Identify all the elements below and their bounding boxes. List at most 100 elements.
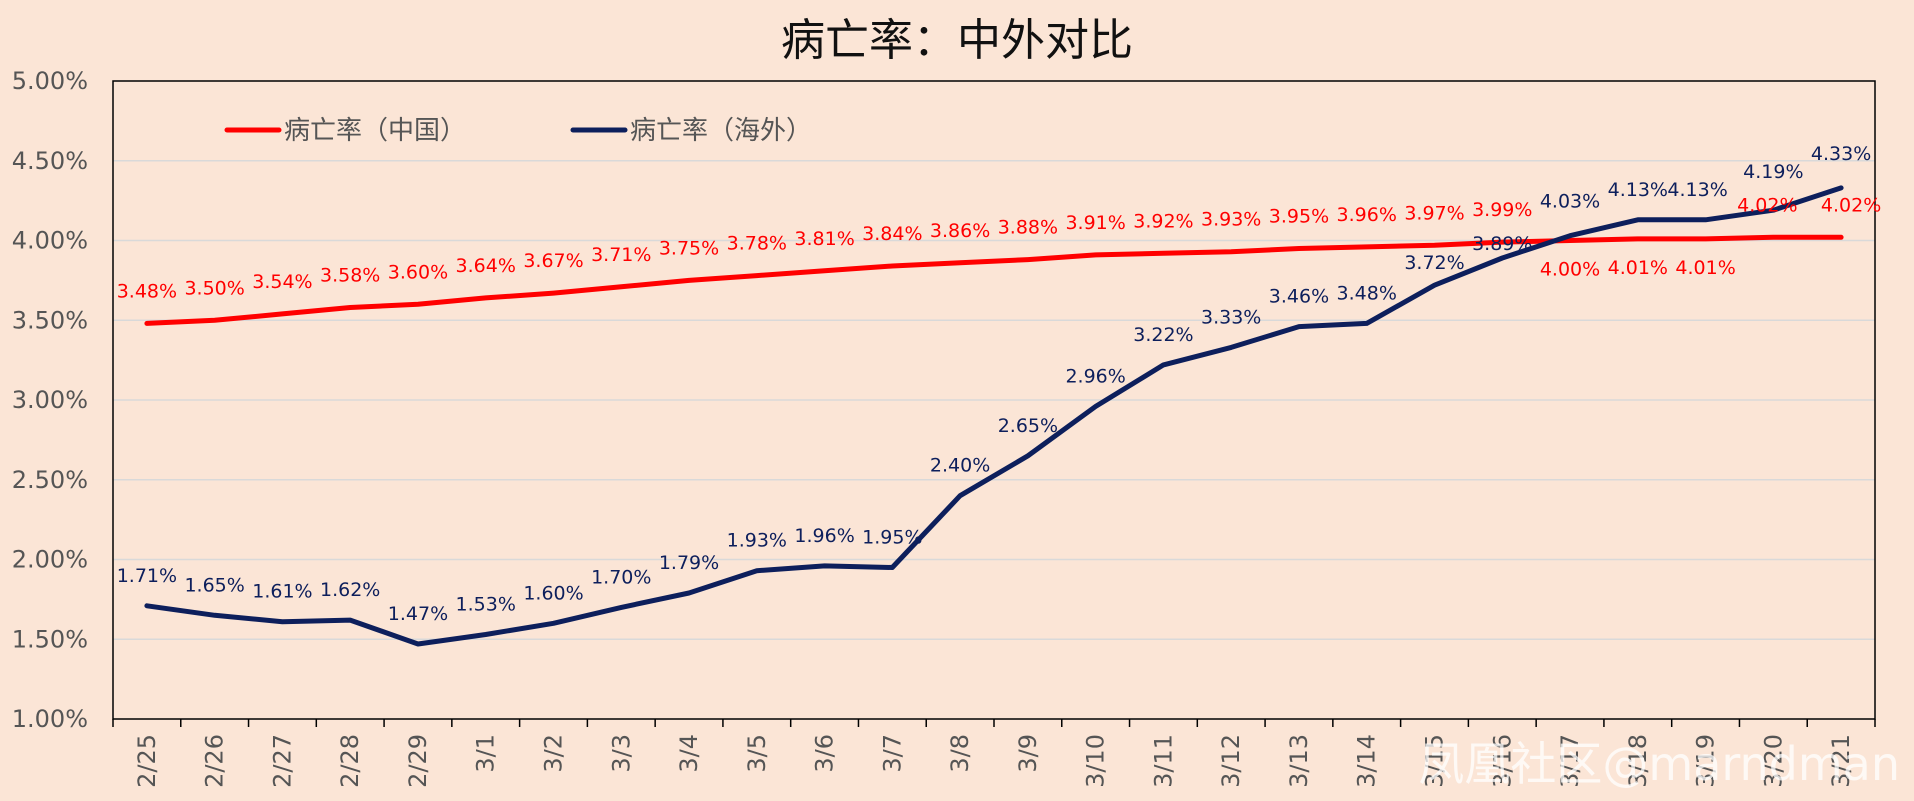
data-label-china: 3.60%: [388, 261, 448, 283]
x-tick-label: 3/12: [1217, 734, 1245, 788]
data-label-overseas: 3.46%: [1269, 286, 1329, 308]
data-label-china: 3.81%: [794, 228, 854, 250]
y-tick-label: 4.00%: [12, 227, 88, 255]
x-tick-label: 3/7: [878, 734, 906, 773]
data-label-overseas: 4.13%: [1608, 179, 1668, 201]
x-tick-label: 3/21: [1827, 734, 1855, 788]
legend-label: 病亡率（海外）: [630, 116, 812, 146]
chart-title: 病亡率：中外对比: [781, 15, 1133, 66]
x-tick-label: 3/15: [1421, 734, 1449, 788]
data-label-overseas: 1.71%: [117, 565, 177, 587]
data-label-overseas: 4.19%: [1743, 161, 1803, 183]
data-label-china: 3.92%: [1133, 210, 1193, 232]
data-label-overseas: 3.33%: [1201, 306, 1261, 328]
y-tick-label: 1.00%: [12, 705, 88, 733]
data-label-overseas: 1.93%: [727, 530, 787, 552]
y-tick-label: 5.00%: [12, 67, 88, 95]
x-tick-label: 3/6: [811, 734, 839, 773]
data-label-china: 3.64%: [456, 255, 516, 277]
data-label-china: 4.00%: [1540, 259, 1600, 281]
data-label-china: 4.02%: [1737, 194, 1797, 216]
y-tick-label: 2.00%: [12, 546, 88, 574]
data-label-china: 3.54%: [252, 271, 312, 293]
data-label-overseas: 1.62%: [320, 579, 380, 601]
data-label-china: 3.71%: [591, 244, 651, 266]
watermark: 凤凰社区@marndman: [1418, 737, 1900, 791]
y-tick-label: 3.00%: [12, 386, 88, 414]
x-tick-label: 3/16: [1488, 734, 1516, 788]
data-label-china: 3.75%: [659, 237, 719, 259]
x-tick-label: 3/18: [1624, 734, 1652, 788]
data-label-china: 4.02%: [1821, 194, 1881, 216]
data-label-china: 3.50%: [184, 277, 244, 299]
data-label-overseas: 2.40%: [930, 455, 990, 477]
data-label-overseas: 3.22%: [1133, 324, 1193, 346]
y-tick-label: 2.50%: [12, 466, 88, 494]
data-label-china: 3.95%: [1269, 205, 1329, 227]
gridlines: [113, 160, 1875, 640]
y-axis: 1.00% 1.50% 2.00% 2.50% 3.00% 3.50% 4.00% 4.50%…: [12, 67, 88, 733]
x-tick-label: 3/2: [540, 734, 568, 773]
data-label-china: 3.91%: [1065, 212, 1125, 234]
data-label-overseas: 3.48%: [1337, 282, 1397, 304]
y-tick-label: 4.50%: [12, 147, 88, 175]
x-tick-label: 3/1: [472, 734, 500, 773]
x-tick-label: 3/11: [1149, 734, 1177, 788]
x-tick-label: 2/26: [201, 734, 229, 788]
data-label-china: 3.99%: [1472, 199, 1532, 221]
data-label-china: 4.01%: [1675, 257, 1735, 279]
x-tick-label: 3/5: [743, 734, 771, 773]
y-tick-label: 1.50%: [12, 625, 88, 653]
data-label-china: 3.84%: [862, 223, 922, 245]
x-tick-label: 3/9: [1014, 734, 1042, 773]
data-label-china: 3.97%: [1404, 202, 1464, 224]
x-tick-label: 3/10: [1082, 734, 1110, 788]
series-line-overseas: [144, 185, 1844, 647]
x-tick-label: 3/4: [675, 734, 703, 773]
data-label-china: 3.88%: [998, 217, 1058, 239]
data-label-overseas: 1.61%: [252, 581, 312, 603]
data-label-china: 3.67%: [523, 250, 583, 272]
data-label-china: 3.78%: [727, 233, 787, 255]
data-label-china: 3.58%: [320, 264, 380, 286]
data-label-overseas: 4.13%: [1667, 179, 1727, 201]
data-label-overseas: 1.65%: [184, 574, 244, 596]
legend: 病亡率（中国） 病亡率（海外）: [224, 116, 812, 146]
data-label-overseas: 1.79%: [659, 552, 719, 574]
x-tick-label: 3/14: [1353, 734, 1381, 788]
x-axis: 2/25 2/26 2/27 2/28 2/29 3/1 3/2 3/3 3/4 3/5 3/6 3/…: [112, 719, 1876, 788]
x-tick-label: 3/19: [1692, 734, 1720, 788]
legend-label: 病亡率（中国）: [284, 116, 466, 146]
series-lines: [144, 185, 1844, 647]
x-tick-label: 3/20: [1759, 734, 1787, 788]
data-label-china: 3.93%: [1201, 209, 1261, 231]
data-labels: 3.48% 3.50% 3.54% 3.58% 3.60% 3.64% 3.67% 3.71%…: [117, 143, 1882, 625]
x-tick-label: 3/13: [1285, 734, 1313, 788]
data-label-china: 3.86%: [930, 220, 990, 242]
data-label-overseas: 4.33%: [1811, 143, 1871, 165]
x-tick-label: 3/8: [946, 734, 974, 773]
data-label-overseas: 1.60%: [523, 582, 583, 604]
legend-item-overseas: 病亡率（海外）: [570, 116, 812, 146]
data-label-overseas: 3.89%: [1472, 233, 1532, 255]
x-tick-label: 2/29: [404, 734, 432, 788]
x-tick-label: 3/3: [607, 734, 635, 773]
data-label-china: 3.96%: [1337, 204, 1397, 226]
data-label-overseas: 1.47%: [388, 603, 448, 625]
data-label-overseas: 3.72%: [1404, 252, 1464, 274]
data-label-overseas: 1.70%: [591, 566, 651, 588]
x-tick-label: 2/25: [133, 734, 161, 788]
data-label-overseas: 1.95%: [862, 526, 922, 548]
data-label-overseas: 4.03%: [1540, 191, 1600, 213]
data-label-china: 3.48%: [117, 280, 177, 302]
x-tick-label: 2/28: [336, 734, 364, 788]
data-label-overseas: 2.65%: [998, 415, 1058, 437]
data-label-overseas: 1.96%: [794, 525, 854, 547]
legend-item-china: 病亡率（中国）: [224, 116, 466, 146]
x-tick-label: 2/27: [268, 734, 296, 788]
data-label-china: 4.01%: [1608, 257, 1668, 279]
y-tick-label: 3.50%: [12, 306, 88, 334]
data-label-overseas: 2.96%: [1065, 365, 1125, 387]
